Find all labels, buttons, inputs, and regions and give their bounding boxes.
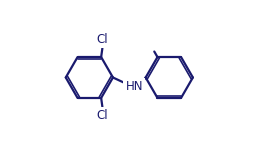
Text: Cl: Cl xyxy=(97,33,108,46)
Text: HN: HN xyxy=(125,80,143,93)
Text: Cl: Cl xyxy=(97,109,108,122)
